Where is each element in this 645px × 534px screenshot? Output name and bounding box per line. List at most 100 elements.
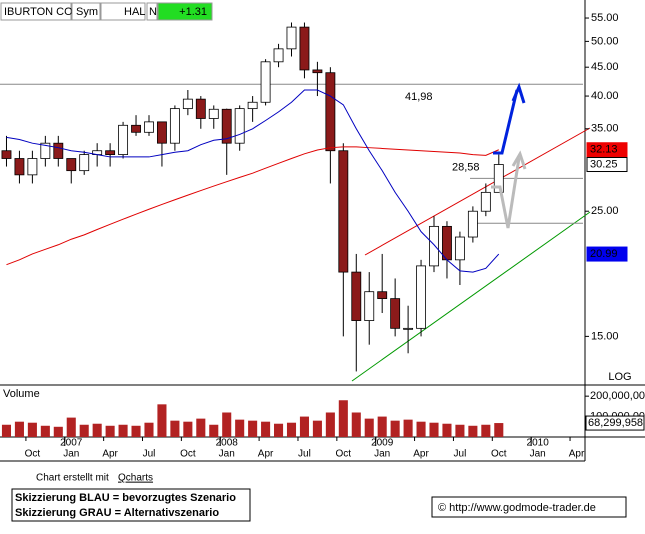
volume-bar bbox=[325, 412, 335, 437]
x-tick-label: Jul bbox=[454, 449, 467, 460]
copyright[interactable]: © http://www.godmode-trader.de bbox=[438, 502, 596, 514]
volume-bar bbox=[403, 419, 413, 437]
candle-body bbox=[118, 124, 129, 155]
candle-body bbox=[247, 101, 258, 110]
candle-body bbox=[338, 150, 349, 273]
volume-bar bbox=[248, 420, 258, 437]
candle-body bbox=[312, 69, 323, 74]
credit-link[interactable]: Qcharts bbox=[118, 473, 153, 484]
candle-body bbox=[169, 108, 180, 144]
candle-body bbox=[273, 48, 284, 63]
volume-bar bbox=[1, 424, 12, 437]
legend-text: Skizzierung GRAU = Alternativszenario bbox=[15, 507, 219, 519]
candle-body bbox=[454, 236, 465, 261]
trend-line bbox=[351, 211, 591, 382]
header-box bbox=[146, 2, 158, 21]
volume-bar bbox=[390, 420, 400, 437]
legend-text: Skizzierung BLAU = bevorzugtes Szenario bbox=[15, 492, 236, 504]
candle-body bbox=[1, 150, 12, 159]
x-tick-label: Apr bbox=[569, 449, 585, 460]
candle-body bbox=[403, 327, 414, 330]
x-tick-label: Jan bbox=[219, 449, 235, 460]
x-tick-label: Oct bbox=[180, 449, 196, 460]
x-tick-label: Oct bbox=[491, 449, 507, 460]
chart-marks bbox=[0, 17, 589, 446]
header-symbol: HAL bbox=[124, 6, 145, 18]
volume-title: Volume bbox=[3, 388, 40, 400]
header: IBURTON CO Sym HAL N +1.31 bbox=[0, 2, 213, 21]
scenario-blue-arrow bbox=[511, 82, 526, 104]
scenario-gray-arrow bbox=[511, 150, 527, 170]
year-tick-label: 2009 bbox=[371, 438, 394, 449]
candle-body bbox=[195, 98, 206, 119]
x-tick-label: Jan bbox=[530, 449, 546, 460]
legend-box bbox=[11, 488, 251, 522]
header-exchange: N bbox=[149, 6, 157, 18]
candle-body bbox=[208, 108, 219, 119]
volume-bar bbox=[274, 423, 284, 437]
price-marker-box bbox=[586, 157, 628, 173]
volume-tick-label: 200,000,00 bbox=[590, 390, 645, 402]
candle-body bbox=[493, 164, 504, 193]
candle-body bbox=[416, 265, 426, 329]
volume-bar bbox=[118, 424, 128, 437]
volume-bar bbox=[364, 418, 374, 437]
y-tick-label: 40.00 bbox=[591, 90, 619, 102]
volume-bar bbox=[131, 425, 141, 437]
candle-body bbox=[144, 121, 154, 133]
volume-bar bbox=[377, 416, 387, 437]
volume-bar bbox=[53, 426, 63, 437]
volume-bar bbox=[351, 412, 361, 437]
candle-body bbox=[351, 271, 362, 321]
volume-bar bbox=[27, 422, 37, 437]
x-tick-label: Apr bbox=[258, 449, 274, 460]
volume-bar bbox=[235, 419, 245, 437]
candle-body bbox=[66, 158, 77, 172]
candle-body bbox=[79, 154, 90, 172]
x-tick-label: Oct bbox=[25, 449, 41, 460]
volume-bar bbox=[286, 422, 297, 437]
year-tick-label: 2008 bbox=[216, 438, 239, 449]
price-marker-label: 32.13 bbox=[590, 144, 618, 156]
y-tick-label: 50.00 bbox=[591, 35, 619, 47]
header-sym-label: Sym bbox=[76, 6, 98, 18]
candle-body bbox=[14, 158, 25, 176]
header-change: +1.31 bbox=[179, 6, 207, 18]
scenario-blue bbox=[493, 89, 519, 155]
price-marker-box bbox=[586, 142, 628, 158]
volume-bar bbox=[183, 421, 193, 437]
volume-bar bbox=[312, 420, 322, 437]
header-box bbox=[100, 2, 146, 21]
year-tick-label: 2007 bbox=[60, 438, 83, 449]
x-tick-label: Jul bbox=[298, 449, 311, 460]
candle-body bbox=[40, 142, 51, 159]
trend-line bbox=[364, 127, 591, 256]
y-tick-label: 45.00 bbox=[591, 61, 619, 73]
x-tick-label: Jul bbox=[143, 449, 156, 460]
volume-bar bbox=[442, 423, 452, 437]
volume-bar bbox=[66, 417, 76, 437]
candle-body bbox=[286, 26, 297, 50]
candle-body bbox=[429, 225, 439, 267]
volume-bar bbox=[222, 412, 232, 437]
candle-body bbox=[53, 142, 64, 159]
volume-bar bbox=[144, 422, 154, 437]
volume-bar bbox=[261, 421, 271, 437]
volume-bar bbox=[455, 424, 465, 437]
header-name: IBURTON CO bbox=[4, 6, 73, 18]
candle-body bbox=[467, 210, 478, 238]
x-tick-label: Jan bbox=[63, 449, 79, 460]
x-tick-label: Jan bbox=[374, 449, 390, 460]
volume-bar bbox=[92, 423, 102, 437]
x-tick-label: Apr bbox=[413, 449, 429, 460]
price-marker-box bbox=[586, 246, 628, 262]
candle-body bbox=[325, 72, 336, 152]
volume-bar bbox=[416, 421, 426, 437]
moving-average bbox=[6, 146, 499, 266]
volume-bar bbox=[494, 423, 504, 437]
x-tick-label: Apr bbox=[102, 449, 118, 460]
candle-body bbox=[480, 191, 491, 212]
y-tick-label: 25.00 bbox=[591, 205, 619, 217]
x-tick-label: Oct bbox=[336, 449, 352, 460]
